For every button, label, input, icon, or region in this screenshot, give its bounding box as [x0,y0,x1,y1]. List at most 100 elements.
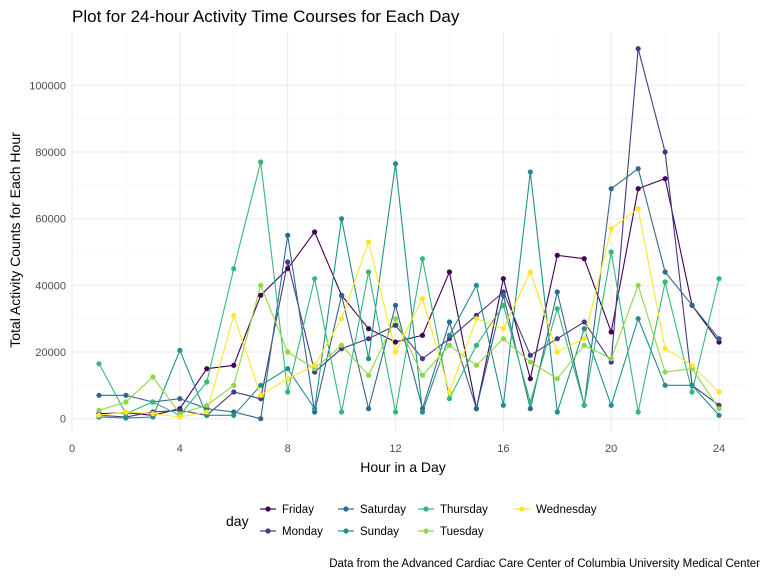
data-point [662,269,668,275]
legend-key-point [265,528,271,534]
x-tick-label: 12 [389,443,401,455]
data-point [312,276,318,282]
data-point [689,382,695,388]
data-point [204,402,210,408]
data-point [365,406,372,412]
data-point [285,266,291,272]
x-tick-label: 0 [69,443,75,455]
y-tick-label: 20000 [35,347,66,359]
data-point [339,292,345,298]
x-tick-label: 4 [177,443,183,455]
y-tick-label: 100000 [29,80,66,92]
data-point [258,159,264,165]
data-point [689,302,695,308]
plot-grid [71,32,746,432]
data-point [716,336,722,342]
data-point [716,406,722,412]
data-point [258,416,264,422]
data-point [312,406,318,412]
data-point [258,392,264,398]
data-point [662,369,668,375]
data-point [285,232,291,238]
data-point [123,415,129,421]
data-point [365,356,372,362]
data-point [500,402,506,408]
data-point [608,186,614,192]
data-point [473,282,479,288]
data-point [500,292,506,298]
data-point [716,389,722,395]
data-point [581,319,587,325]
data-point [150,399,156,405]
legend-key-point [423,528,429,534]
data-point [204,366,210,372]
data-point [231,312,237,318]
data-point [581,256,587,262]
legend-label: Thursday [440,504,488,516]
chart-caption: Data from the Advanced Cardiac Care Cent… [329,558,760,570]
data-point [365,239,372,245]
data-point [312,362,318,368]
data-point [554,289,560,295]
data-point [635,206,641,212]
data-point [716,412,722,418]
data-point [635,46,641,52]
data-point [392,349,399,355]
legend-label: Sunday [360,526,399,538]
data-point [419,372,426,378]
data-point [473,316,479,322]
data-point [662,279,668,285]
data-point [446,269,453,275]
data-point [231,362,237,368]
legend-title: day [226,513,249,529]
data-point [473,342,479,348]
data-point [500,336,506,342]
data-point [527,269,533,275]
data-point [258,292,264,298]
data-point [392,409,399,415]
data-point [527,169,533,175]
series-line [98,163,720,419]
data-point [123,392,129,398]
y-tick-label: 40000 [35,280,66,292]
data-point [662,382,668,388]
data-point [96,412,102,418]
series-line [98,283,720,415]
data-point [662,346,668,352]
data-point [231,412,237,418]
axis-ticks: 0 4 8 12 16 20 24 0 20000 40000 60000 80000 100000 [29,80,725,455]
data-point [150,374,156,380]
data-point [527,399,533,405]
data-point [527,376,533,382]
data-point [392,302,399,308]
data-point [285,366,291,372]
data-point [339,409,345,415]
data-point [581,326,587,332]
data-point [339,316,345,322]
data-point [446,342,453,348]
data-point [554,376,560,382]
data-point [581,342,587,348]
data-point [635,316,641,322]
data-point [635,409,641,415]
x-tick-label: 16 [497,443,509,455]
data-point [392,339,399,345]
data-point [419,296,426,302]
data-point [96,392,102,398]
legend-key-point [519,506,525,512]
series-line [98,48,720,418]
data-point [608,402,614,408]
legend-key-point [343,506,349,512]
data-point [231,266,237,272]
data-point [500,302,506,308]
data-point [285,349,291,355]
y-tick-label: 60000 [35,214,66,226]
data-point [581,402,587,408]
data-point [446,396,453,402]
data-point [258,382,264,388]
data-point [177,414,183,420]
data-point [392,161,399,167]
data-point [96,361,102,367]
